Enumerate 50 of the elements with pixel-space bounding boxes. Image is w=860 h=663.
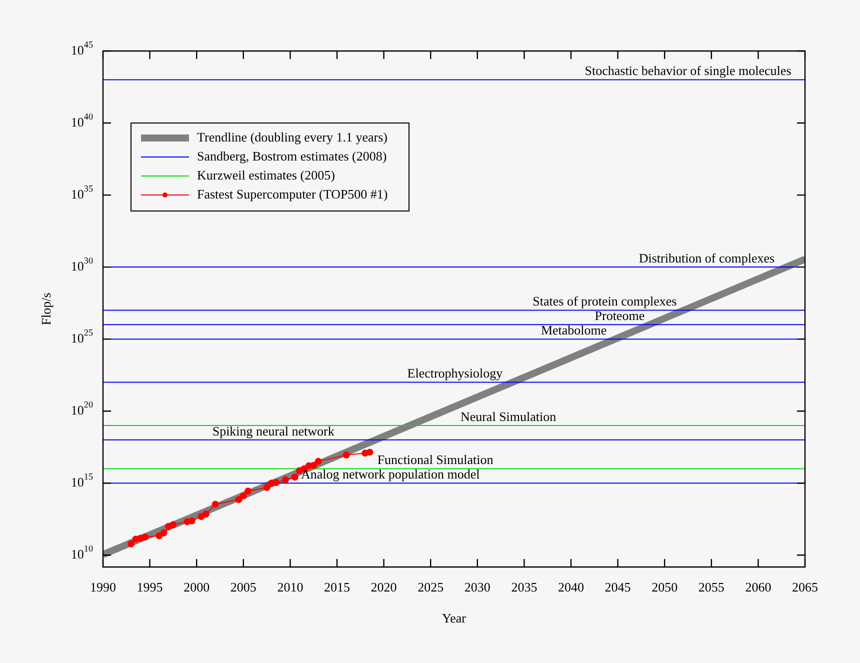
x-tick-label: 2045	[604, 579, 631, 594]
x-tick-label: 2025	[418, 579, 444, 594]
x-tick-label: 1990	[90, 579, 116, 594]
point	[314, 458, 322, 465]
point	[240, 492, 247, 500]
y-axis-title: Flop/s	[38, 292, 54, 326]
annotation: Stochastic behavior of single molecules	[584, 63, 792, 78]
annotation: Electrophysiology	[407, 366, 504, 381]
point	[212, 500, 219, 508]
x-tick-label: 2010	[277, 579, 304, 594]
point	[160, 529, 168, 536]
point	[310, 462, 318, 469]
x-tick-label: 2035	[511, 579, 538, 594]
x-axis-title: Year	[442, 610, 467, 626]
point	[244, 488, 252, 495]
x-tick-label: 2015	[324, 579, 350, 594]
legend-label: Trendline (doubling every 1.1 years)	[197, 129, 388, 144]
legend-label: Kurzweil estimates (2005)	[197, 167, 335, 182]
annotation: Spiking neural network	[212, 423, 335, 438]
point	[142, 534, 149, 541]
x-tick-label: 2005	[230, 579, 256, 594]
x-tick-label: 2030	[464, 579, 490, 594]
x-tick-label: 2040	[558, 579, 584, 594]
annotation: Proteome	[594, 308, 645, 324]
x-tick-label: 2065	[792, 579, 818, 594]
point	[170, 521, 177, 528]
point	[291, 474, 298, 481]
point	[128, 540, 135, 548]
x-tick-label: 1995	[136, 579, 163, 594]
annotation: Metabolome	[540, 322, 607, 338]
x-tick-label: 2055	[698, 579, 724, 594]
legend-label: Fastest Supercomputer (TOP500 #1)	[197, 186, 388, 202]
annotation: Analog network population model	[300, 466, 480, 482]
annotation: Distribution of complexes	[638, 250, 775, 266]
annotation: Neural Simulation	[460, 408, 557, 424]
point	[188, 517, 196, 524]
x-tick-label: 2020	[370, 579, 397, 594]
legend-label: Sandberg, Bostrom estimates (2008)	[197, 148, 387, 164]
point	[235, 496, 242, 504]
x-tick-label: 2000	[184, 579, 210, 594]
point	[272, 479, 280, 486]
point	[263, 484, 270, 492]
annotation: States of protein complexes	[532, 294, 677, 309]
point	[342, 452, 350, 459]
point	[366, 448, 374, 456]
x-tick-label: 2060	[745, 579, 772, 594]
point	[282, 476, 290, 484]
x-tick-label: 2050	[652, 579, 678, 594]
point	[202, 510, 210, 518]
annotation: Functional Simulation	[377, 452, 494, 468]
